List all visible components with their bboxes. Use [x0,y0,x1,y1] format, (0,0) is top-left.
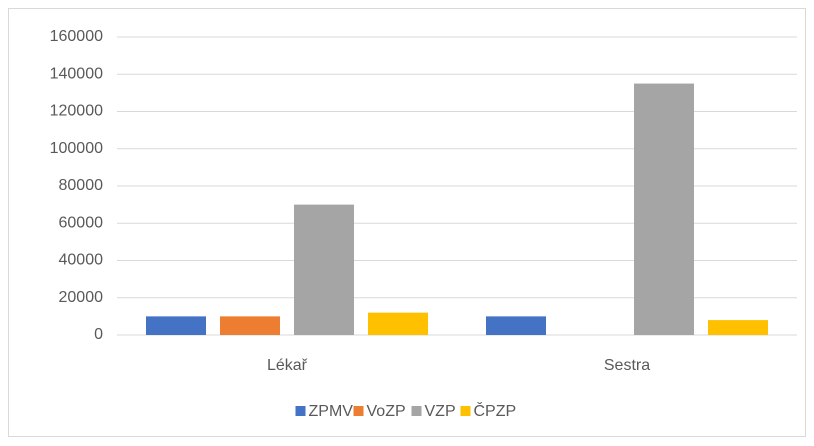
y-tick-label: 60000 [59,214,104,231]
x-tick-label: Lékař [267,357,308,374]
y-tick-label: 0 [94,326,103,343]
legend-label: VZP [425,403,456,420]
x-tick-label: Sestra [604,357,650,374]
bar [220,316,280,335]
legend-label: ČPZP [474,401,517,420]
legend-swatch [353,406,364,416]
legend-swatch [460,406,471,416]
bar [146,316,206,335]
bar [368,312,428,335]
legend-label: VoZP [367,403,406,420]
bar [708,320,768,335]
y-tick-label: 80000 [59,177,104,194]
y-tick-label: 40000 [59,252,104,269]
y-tick-label: 20000 [59,289,104,306]
legend-label: ZPMV [309,403,354,420]
y-tick-label: 100000 [50,140,103,157]
bar [634,83,694,335]
y-tick-label: 140000 [50,65,103,82]
bar [294,204,354,335]
y-tick-label: 160000 [50,28,103,45]
legend-swatch [295,406,306,416]
legend-swatch [411,406,422,416]
bar [486,316,546,335]
y-tick-label: 120000 [50,103,103,120]
